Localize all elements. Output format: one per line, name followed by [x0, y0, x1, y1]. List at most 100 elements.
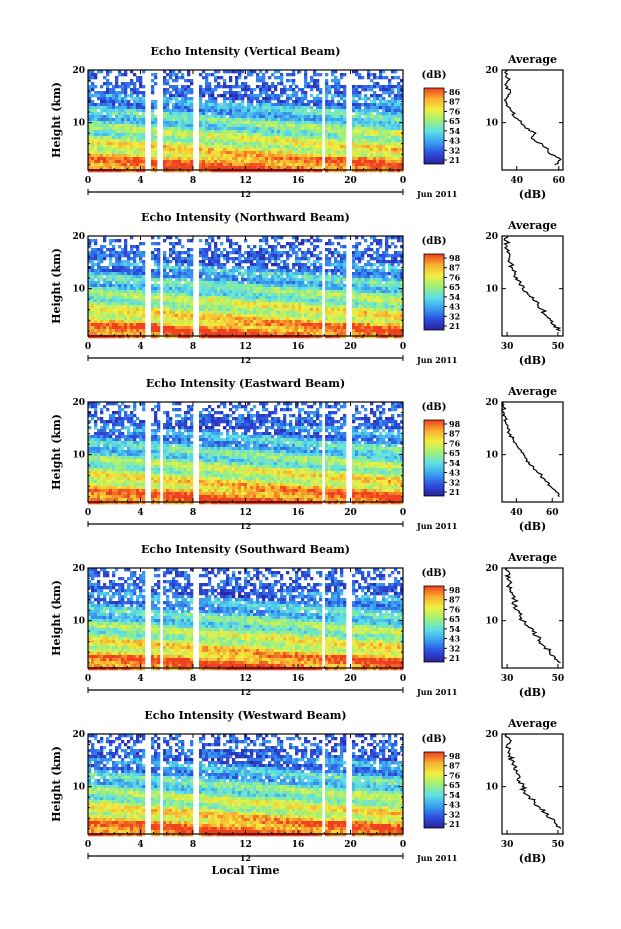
heatmap-cell	[178, 130, 182, 134]
heatmap-cell	[376, 239, 380, 243]
heatmap-cell	[400, 160, 404, 164]
heatmap-cell	[361, 166, 365, 170]
heatmap-cell	[301, 299, 305, 303]
heatmap-cell	[367, 157, 371, 161]
heatmap-cell	[352, 151, 356, 155]
heatmap-cell	[316, 254, 320, 258]
heatmap-cell	[358, 311, 362, 315]
heatmap-cell	[397, 254, 401, 258]
heatmap-cell	[376, 269, 380, 273]
heatmap-cell	[205, 281, 209, 285]
heatmap-cell	[367, 281, 371, 285]
heatmap-cell	[319, 169, 323, 173]
heatmap-cell	[88, 169, 92, 173]
heatmap-cell	[226, 239, 230, 243]
heatmap-cell	[286, 97, 290, 101]
heatmap-cell	[250, 118, 254, 122]
heatmap-cell	[319, 239, 323, 243]
heatmap-cell	[274, 290, 278, 294]
heatmap-cell	[391, 136, 395, 140]
heatmap-cell	[310, 284, 314, 288]
heatmap-cell	[163, 275, 167, 279]
heatmap-cell	[337, 142, 341, 146]
heatmap-cell	[235, 136, 239, 140]
heatmap-cell	[277, 293, 281, 297]
heatmap-cell	[310, 148, 314, 152]
heatmap-cell	[214, 136, 218, 140]
heatmap-cell	[334, 121, 338, 125]
heatmap-cell	[364, 136, 368, 140]
heatmap-cell	[121, 118, 125, 122]
heatmap-cell	[232, 302, 236, 306]
heatmap-cell	[199, 130, 203, 134]
heatmap-cell	[331, 136, 335, 140]
heatmap-cell	[121, 100, 125, 104]
heatmap-cell	[205, 308, 209, 312]
heatmap-cell	[340, 145, 344, 149]
heatmap-cell	[262, 145, 266, 149]
heatmap-cell	[352, 103, 356, 107]
heatmap-cell	[97, 115, 101, 119]
heatmap-cell	[124, 166, 128, 170]
heatmap-cell	[88, 299, 92, 303]
heatmap-cell	[271, 142, 275, 146]
heatmap-cell	[211, 169, 215, 173]
heatmap-cell	[202, 169, 206, 173]
heatmap-cell	[214, 281, 218, 285]
heatmap-cell	[109, 136, 113, 140]
heatmap-cell	[397, 106, 401, 110]
heatmap-cell	[91, 94, 95, 98]
heatmap-cell	[208, 139, 212, 143]
heatmap-cell	[382, 308, 386, 312]
heatmap-cell	[259, 311, 263, 315]
heatmap-cell	[121, 103, 125, 107]
heatmap-cell	[373, 115, 377, 119]
heatmap-cell	[295, 133, 299, 137]
heatmap-cell	[262, 109, 266, 113]
heatmap-cell	[334, 118, 338, 122]
heatmap-cell	[175, 91, 179, 95]
heatmap-cell	[136, 305, 140, 309]
heatmap-cell	[181, 97, 185, 101]
heatmap-cell	[367, 139, 371, 143]
heatmap-cell	[295, 115, 299, 119]
heatmap-cell	[262, 139, 266, 143]
heatmap-cell	[298, 166, 302, 170]
heatmap-cell	[271, 169, 275, 173]
heatmap-cell	[172, 124, 176, 128]
heatmap-cell	[115, 266, 119, 270]
heatmap-cell	[103, 82, 107, 86]
heatmap-cell	[331, 269, 335, 273]
heatmap-cell	[109, 127, 113, 131]
heatmap-cell	[385, 239, 389, 243]
heatmap-cell	[118, 296, 122, 300]
heatmap-cell	[343, 142, 347, 146]
heatmap-cell	[298, 242, 302, 246]
heatmap-cell	[214, 302, 218, 306]
heatmap-cell	[220, 275, 224, 279]
heatmap-cell	[373, 151, 377, 155]
heatmap-cell	[133, 151, 137, 155]
heatmap-cell	[286, 142, 290, 146]
heatmap-cell	[289, 85, 293, 89]
heatmap-cell	[190, 115, 194, 119]
heatmap-cell	[205, 136, 209, 140]
heatmap-cell	[154, 272, 158, 276]
heatmap-cell	[139, 118, 143, 122]
heatmap-cell	[295, 157, 299, 161]
heatmap-cell	[376, 302, 380, 306]
heatmap-cell	[325, 97, 329, 101]
heatmap-cell	[151, 169, 155, 173]
heatmap-cell	[352, 127, 356, 131]
heatmap-cell	[373, 145, 377, 149]
heatmap-cell	[355, 70, 359, 74]
heatmap-cell	[343, 148, 347, 152]
heatmap-cell	[118, 287, 122, 291]
heatmap-cell	[268, 145, 272, 149]
heatmap-cell	[106, 302, 110, 306]
heatmap-cell	[151, 88, 155, 92]
heatmap-cell	[220, 163, 224, 167]
heatmap-cell	[274, 166, 278, 170]
average-x-tick-label: 40	[510, 176, 523, 186]
heatmap-cell	[220, 299, 224, 303]
